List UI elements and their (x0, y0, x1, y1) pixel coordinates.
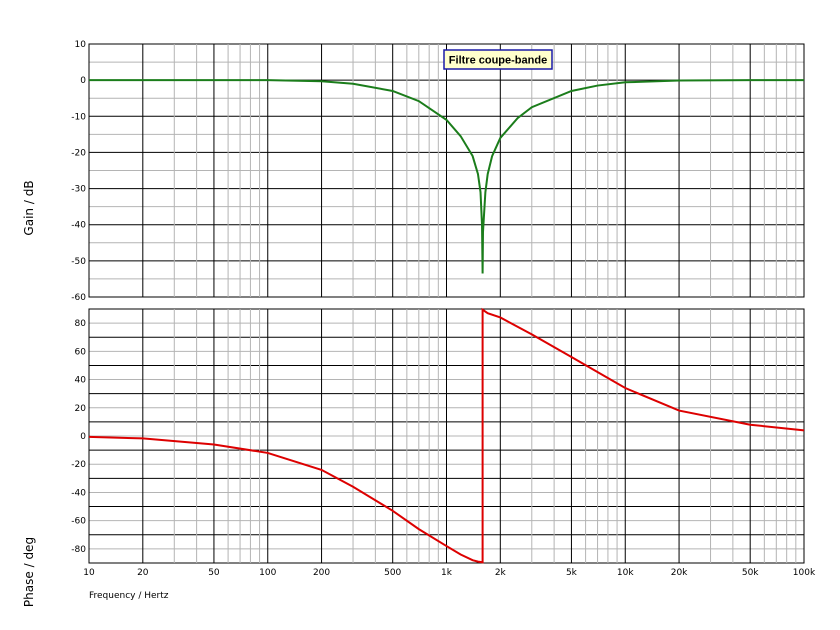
x-tick-label: 20 (137, 568, 149, 578)
phase-series-line (88, 307, 805, 564)
x-tick-label: 20k (671, 568, 688, 578)
gain-y-tick-label: -60 (71, 293, 86, 303)
gain-series-line (89, 79, 804, 274)
x-tick-label: 10k (617, 568, 634, 578)
phase-y-tick-label: -80 (71, 545, 86, 555)
x-tick-label: 200 (313, 568, 330, 578)
phase-y-tick-label: -60 (71, 517, 86, 527)
phase-y-tick-label: 80 (75, 319, 87, 329)
x-tick-label: 10 (83, 568, 95, 578)
gain-y-tick-label: 0 (80, 76, 86, 86)
gain-y-tick-label: -20 (71, 148, 86, 158)
x-tick-label: 1k (441, 568, 453, 578)
chart-title-box: Filtre coupe-bande (443, 49, 553, 70)
x-tick-label: 2k (495, 568, 507, 578)
gain-y-tick-label: 10 (75, 40, 87, 50)
x-tick-label: 5k (566, 568, 578, 578)
gain-y-tick-label: -50 (71, 257, 86, 267)
phase-y-tick-label: -20 (71, 460, 86, 470)
phase-axis-label: Phase / deg (22, 537, 36, 607)
phase-y-tick-label: 60 (75, 347, 87, 357)
x-tick-label: 100k (793, 568, 816, 578)
phase-y-tick-label: 0 (80, 432, 86, 442)
x-tick-label: 50 (208, 568, 220, 578)
x-ticks: 10 20 50 100 200 500 1k 2k 5k 10k 20k 50k 100k (83, 568, 816, 578)
x-tick-label: 100 (259, 568, 276, 578)
chart-title: Filtre coupe-bande (449, 55, 547, 67)
gain-y-ticks: 10 0 -10 -20 -30 -40 -50 -60 (71, 40, 86, 303)
gain-grid (88, 43, 805, 298)
x-tick-label: 500 (384, 568, 401, 578)
gain-y-tick-label: -40 (71, 221, 86, 231)
phase-y-ticks: 80 60 40 20 0 -20 -40 -60 -80 (71, 319, 86, 555)
gain-y-tick-label: -30 (71, 185, 86, 195)
x-axis-label: Frequency / Hertz (89, 591, 169, 601)
phase-y-tick-label: -40 (71, 488, 86, 498)
chart-title-frame (443, 49, 553, 70)
x-tick-label: 50k (742, 568, 759, 578)
phase-y-tick-label: 40 (75, 376, 87, 386)
gain-y-tick-label: -10 (71, 112, 86, 122)
phase-y-tick-label: 20 (75, 404, 87, 414)
gain-axis-label: Gain / dB (22, 180, 36, 235)
phase-grid (88, 308, 805, 564)
